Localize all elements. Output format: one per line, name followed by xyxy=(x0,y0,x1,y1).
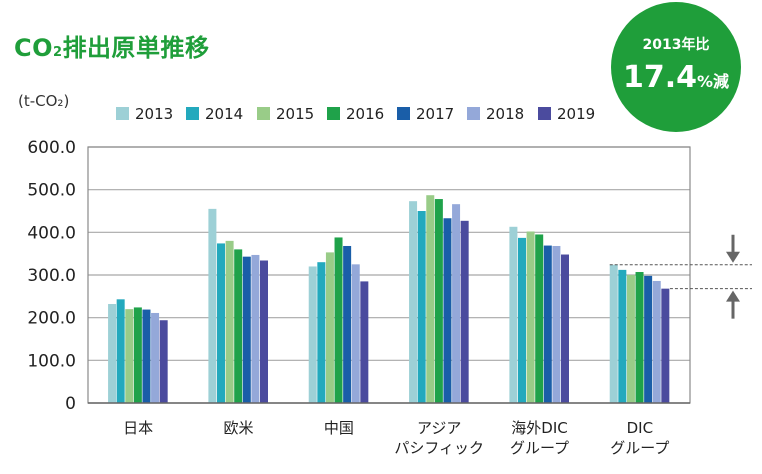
badge-unit: %減 xyxy=(696,72,730,91)
badge-caption: 2013年比 xyxy=(642,37,710,53)
legend-label: 2013 xyxy=(135,105,173,123)
y-axis-unit-label: (t-CO₂) xyxy=(18,92,70,110)
bar-2019 xyxy=(260,260,268,403)
reduction-badge: 2013年比 17.4%減 xyxy=(611,2,741,132)
legend-label: 2019 xyxy=(557,105,595,123)
bar-2014 xyxy=(518,237,526,403)
chart-title-rest: 排出原単推移 xyxy=(62,34,210,62)
arrow-up-head xyxy=(726,290,740,302)
x-tick-label: 中国 xyxy=(324,419,354,437)
bar-2014 xyxy=(217,243,225,403)
bar-2018 xyxy=(552,245,561,403)
bar-2018 xyxy=(251,254,260,403)
x-tick-label: グループ xyxy=(610,439,669,457)
bar-2019 xyxy=(561,254,569,403)
bar-2016 xyxy=(434,199,443,403)
y-tick-label: 300.0 xyxy=(27,266,76,286)
bar-2018 xyxy=(652,280,661,403)
bar-2018 xyxy=(351,264,360,403)
bar-2016 xyxy=(133,307,142,403)
legend-label: 2018 xyxy=(486,105,524,123)
bar-2013 xyxy=(409,201,418,403)
y-tick-label: 400.0 xyxy=(27,223,76,243)
bar-2017 xyxy=(644,275,653,403)
bar-2013 xyxy=(509,226,518,403)
legend-label: 2014 xyxy=(205,105,243,123)
legend-label: 2016 xyxy=(346,105,384,123)
y-tick-label: 600.0 xyxy=(27,138,76,158)
legend-swatch-2018 xyxy=(467,107,480,120)
legend-swatch-2013 xyxy=(116,107,129,120)
bar-2015 xyxy=(225,240,234,403)
chart-title: CO2排出原単推移 xyxy=(14,28,210,63)
bar-2016 xyxy=(535,234,544,403)
badge-value-line: 17.4%減 xyxy=(611,60,741,95)
x-tick-label: DIC xyxy=(627,419,653,437)
bar-2013 xyxy=(308,266,317,403)
x-tick-label: 欧米 xyxy=(223,419,253,437)
legend-swatch-2017 xyxy=(397,107,410,120)
bar-2017 xyxy=(543,245,552,403)
bar-2015 xyxy=(626,275,635,403)
bar-2016 xyxy=(334,237,343,403)
legend-swatch-2016 xyxy=(327,107,340,120)
bar-2017 xyxy=(443,218,452,403)
legend-swatch-2014 xyxy=(186,107,199,120)
bar-2014 xyxy=(317,262,326,403)
y-tick-label: 100.0 xyxy=(27,351,76,371)
bar-2019 xyxy=(460,220,469,403)
bar-2019 xyxy=(360,281,369,403)
x-tick-label: パシフィック xyxy=(394,439,484,457)
bar-2017 xyxy=(343,245,352,403)
bar-2018 xyxy=(452,204,461,403)
bar-2014 xyxy=(417,211,426,403)
legend-swatch-2019 xyxy=(538,107,551,120)
bar-2016 xyxy=(635,272,644,403)
bar-2019 xyxy=(159,320,168,403)
bar-2013 xyxy=(609,264,618,403)
bar-2015 xyxy=(426,195,435,403)
bar-2015 xyxy=(526,231,535,403)
bar-2019 xyxy=(661,288,670,403)
y-tick-label: 200.0 xyxy=(27,309,76,329)
arrow-down-head xyxy=(726,251,740,263)
bar-2013 xyxy=(208,208,217,403)
chart-title-subscript: 2 xyxy=(53,45,63,60)
bar-2015 xyxy=(325,252,334,403)
bar-2014 xyxy=(618,269,627,403)
chart-title-co: CO xyxy=(14,34,54,62)
badge-value: 17.4 xyxy=(622,60,697,95)
x-tick-label: 海外DIC xyxy=(511,419,567,437)
bar-2014 xyxy=(116,299,125,403)
legend-swatch-2015 xyxy=(257,107,270,120)
bar-2015 xyxy=(125,309,134,403)
legend-label: 2017 xyxy=(416,105,454,123)
bar-2013 xyxy=(108,304,117,403)
bar-2018 xyxy=(151,312,160,403)
bar-2016 xyxy=(234,249,243,403)
x-tick-label: アジア xyxy=(417,419,461,437)
x-tick-label: 日本 xyxy=(123,419,153,437)
y-tick-label: 500.0 xyxy=(27,181,76,201)
y-tick-label: 0 xyxy=(65,394,76,414)
x-tick-label: グループ xyxy=(510,439,569,457)
bar-2017 xyxy=(242,256,251,403)
bar-2017 xyxy=(142,309,151,403)
legend-label: 2015 xyxy=(276,105,314,123)
